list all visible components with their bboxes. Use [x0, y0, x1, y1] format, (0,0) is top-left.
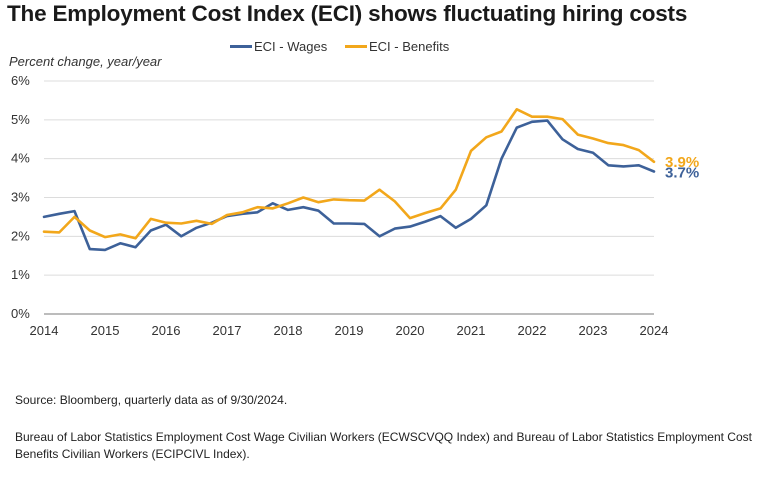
y-axis-label: Percent change, year/year [9, 54, 162, 69]
chart-legend: ECI - Wages ECI - Benefits [0, 39, 759, 57]
x-tick-label: 2023 [579, 323, 608, 338]
x-tick-label: 2021 [457, 323, 486, 338]
end-label-benefits: 3.9% [665, 154, 699, 171]
x-tick-label: 2014 [30, 323, 59, 338]
legend-label-benefits: ECI - Benefits [369, 39, 450, 54]
y-tick-label: 6% [11, 73, 30, 88]
y-tick-label: 1% [11, 267, 30, 282]
legend-swatch-wages [230, 45, 252, 48]
x-tick-label: 2022 [518, 323, 547, 338]
y-tick-label: 4% [11, 151, 30, 166]
series-line-wages [42, 119, 656, 252]
end-label-wages: 3.7% [665, 164, 699, 181]
legend-label-wages: ECI - Wages [254, 39, 328, 54]
legend-swatch-benefits [345, 45, 367, 48]
x-tick-label: 2024 [640, 323, 669, 338]
x-tick-label: 2018 [274, 323, 303, 338]
footnote: Bureau of Labor Statistics Employment Co… [15, 430, 752, 461]
y-tick-label: 5% [11, 112, 30, 127]
x-tick-label: 2017 [213, 323, 242, 338]
x-tick-label: 2019 [335, 323, 364, 338]
x-tick-label: 2015 [91, 323, 120, 338]
x-tick-label: 2020 [396, 323, 425, 338]
legend-item-benefits: ECI - Benefits [345, 39, 449, 54]
x-tick-label: 2016 [152, 323, 181, 338]
y-tick-label: 2% [11, 228, 30, 243]
legend-item-wages: ECI - Wages [230, 39, 327, 54]
line-chart: 0% 1% 2% 3% 4% 5% 6% 2014 2015 2016 2017 2018 2019 20… [11, 73, 699, 338]
chart-title: The Employment Cost Index (ECI) shows fl… [7, 1, 688, 26]
y-tick-label: 3% [11, 190, 30, 205]
source-note: Source: Bloomberg, quarterly data as of … [15, 393, 288, 407]
y-tick-label: 0% [11, 306, 30, 321]
series-line-benefits [42, 108, 656, 240]
